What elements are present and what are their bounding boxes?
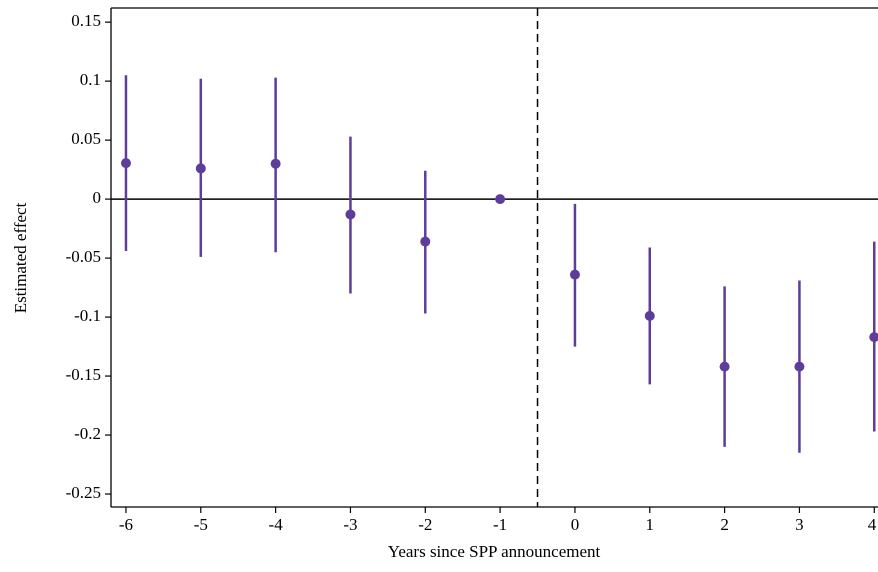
x-tick-label: -5 [194,515,208,534]
point [120,158,131,169]
point [794,361,805,372]
point [719,361,730,372]
x-axis-title: Years since SPP announcement [388,542,601,561]
x-tick-label: -1 [493,515,507,534]
point [420,236,431,247]
point [644,310,655,321]
y-tick-label: 0.05 [71,129,101,148]
x-tick-label: 3 [795,515,804,534]
x-tick-label: -6 [119,515,133,534]
x-tick-label: 0 [571,515,580,534]
x-tick-label: 4 [868,515,877,534]
point [869,332,878,343]
y-tick-label: -0.05 [66,247,101,266]
y-tick-label: 0 [93,188,102,207]
y-tick-label: 0.1 [80,70,101,89]
x-tick-label: 1 [646,515,655,534]
point [345,209,356,220]
point [270,158,281,169]
point [569,269,580,280]
y-tick-label: -0.15 [66,365,101,384]
x-tick-label: 2 [720,515,729,534]
y-tick-label: -0.1 [74,306,101,325]
point [195,163,206,174]
y-axis-title: Estimated effect [11,202,30,313]
x-tick-label: -4 [269,515,284,534]
y-tick-label: -0.2 [74,424,101,443]
y-tick-label: -0.25 [66,483,101,502]
point [495,194,506,205]
x-tick-label: -3 [343,515,357,534]
y-tick-label: 0.15 [71,11,101,30]
x-tick-label: -2 [418,515,432,534]
